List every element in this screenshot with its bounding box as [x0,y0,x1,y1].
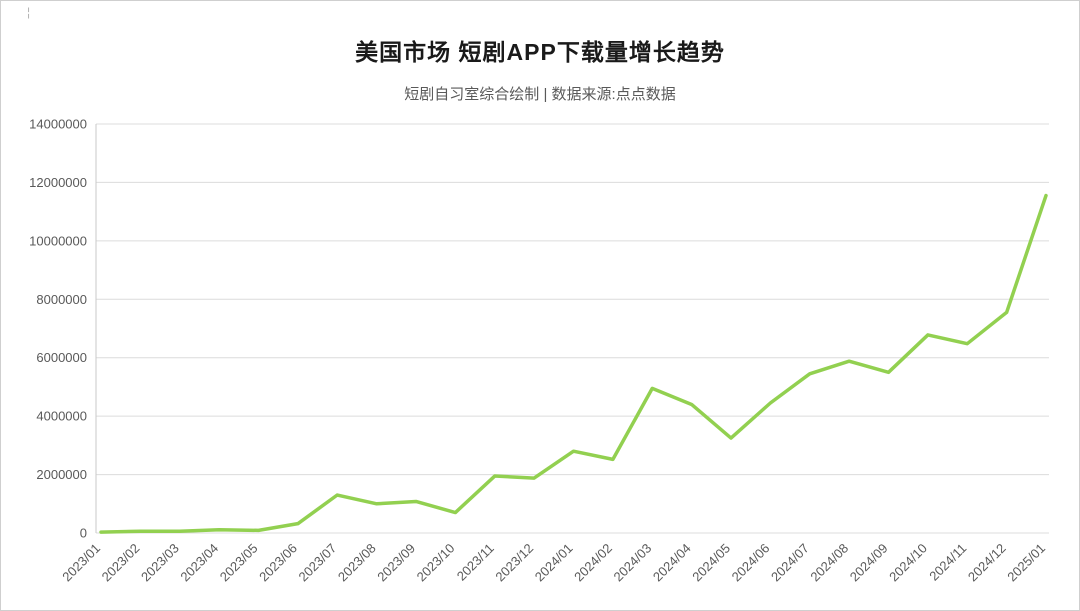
x-tick-label: 2023/07 [296,541,340,585]
crop-mark: ¦ [27,5,31,19]
x-tick-label: 2023/03 [138,541,182,585]
x-tick-label: 2023/11 [454,541,497,584]
x-tick-label: 2024/01 [532,541,576,585]
y-tick-label: 0 [80,526,87,541]
x-tick-label: 2023/08 [335,541,379,585]
x-tick-label: 2024/05 [689,541,733,585]
x-tick-label: 2024/03 [611,541,655,585]
x-tick-label: 2024/04 [650,541,694,585]
x-tick-label: 2023/10 [414,541,458,585]
y-tick-label: 6000000 [36,350,87,365]
x-tick-label: 2024/02 [571,541,615,585]
x-tick-label: 2024/12 [965,541,1009,585]
y-tick-label: 14000000 [29,117,87,132]
y-tick-label: 2000000 [36,467,87,482]
y-tick-label: 12000000 [29,175,87,190]
x-tick-label: 2023/12 [492,541,536,585]
x-tick-label: 2024/11 [926,541,969,584]
x-tick-label: 2023/05 [217,541,261,585]
x-tick-label: 2024/09 [847,541,891,585]
series-line-downloads [99,193,1048,534]
chart-title: 美国市场 短剧APP下载量增长趋势 [355,39,725,65]
x-tick-label: 2024/07 [768,541,812,585]
x-tick-label: 2023/04 [177,541,221,585]
y-tick-label: 10000000 [29,233,87,248]
y-tick-label: 4000000 [36,409,87,424]
x-tick-label: 2024/06 [729,541,773,585]
y-tick-label: 8000000 [36,292,87,307]
x-tick-label: 2025/01 [1004,541,1048,585]
chart-subtitle: 短剧自习室综合绘制 | 数据来源:点点数据 [404,86,676,103]
x-tick-label: 2023/01 [59,541,103,585]
x-tick-label: 2023/09 [374,541,418,585]
x-tick-label: 2024/08 [807,541,851,585]
x-tick-label: 2024/10 [886,541,930,585]
x-tick-label: 2023/06 [256,541,300,585]
x-tick-label: 2023/02 [99,541,143,585]
